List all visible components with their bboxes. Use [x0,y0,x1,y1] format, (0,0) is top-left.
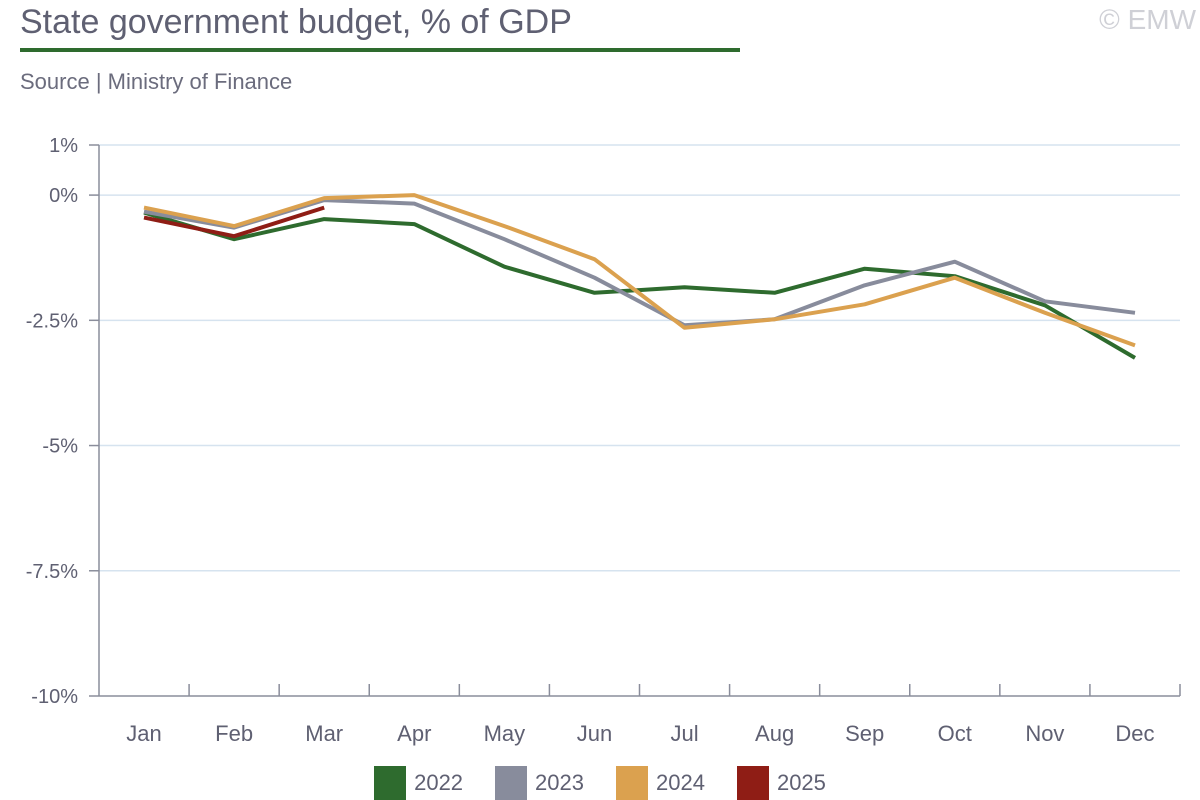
chart-title: State government budget, % of GDP [20,3,572,41]
x-tick-label: Jul [670,721,698,746]
chart-legend: 2022 2023 2024 2025 [0,766,1200,800]
y-tick-label: 1% [49,135,78,157]
y-tick-label: -5% [42,436,78,458]
legend-item-2025: 2025 [736,766,826,800]
legend-label: 2025 [776,770,826,795]
series-lines [143,193,1137,360]
grid-lines [99,144,1180,572]
series-line-2025 [143,205,325,239]
x-tick-label: Dec [1115,721,1154,746]
legend-swatch [616,766,648,800]
y-tick-label: -7.5% [26,561,78,583]
x-tick-label: Jun [577,721,612,746]
x-tick-label: Apr [397,721,431,746]
legend-swatch [374,766,407,800]
legend-swatch [736,766,769,800]
x-tick-label: Feb [215,721,253,746]
x-tick-label: Jan [126,721,161,746]
source-note: Source | Ministry of Finance [20,69,293,94]
legend-item-2024: 2024 [616,766,705,800]
line-chart: 1% 0% -2.5% -5% -7.5% -10% Jan Feb Mar Apr May Jun J… [26,135,1181,746]
axes [89,144,1181,697]
x-tick-label: Mar [305,721,343,746]
series-line-2022 [143,210,1137,360]
y-tick-label: -10% [31,686,78,708]
x-tick-label: May [484,721,526,746]
legend-swatch [495,766,528,800]
y-tick-label: -2.5% [26,310,78,332]
legend-label: 2022 [414,770,464,795]
x-tick-label: Nov [1025,721,1064,746]
legend-label: 2024 [656,770,705,795]
copyright-notice: © EMW [1099,4,1196,35]
series-line-2024 [143,193,1136,348]
title-underline [20,48,740,52]
legend-item-2023: 2023 [495,766,584,800]
tick-labels: 1% 0% -2.5% -5% -7.5% -10% Jan Feb Mar Apr May Jun J… [26,135,1155,746]
x-tick-label: Sep [845,721,884,746]
y-tick-label: 0% [49,185,78,207]
legend-item-2022: 2022 [374,766,463,800]
x-tick-label: Aug [755,721,794,746]
x-tick-label: Oct [938,721,972,746]
legend-label: 2023 [535,770,584,795]
